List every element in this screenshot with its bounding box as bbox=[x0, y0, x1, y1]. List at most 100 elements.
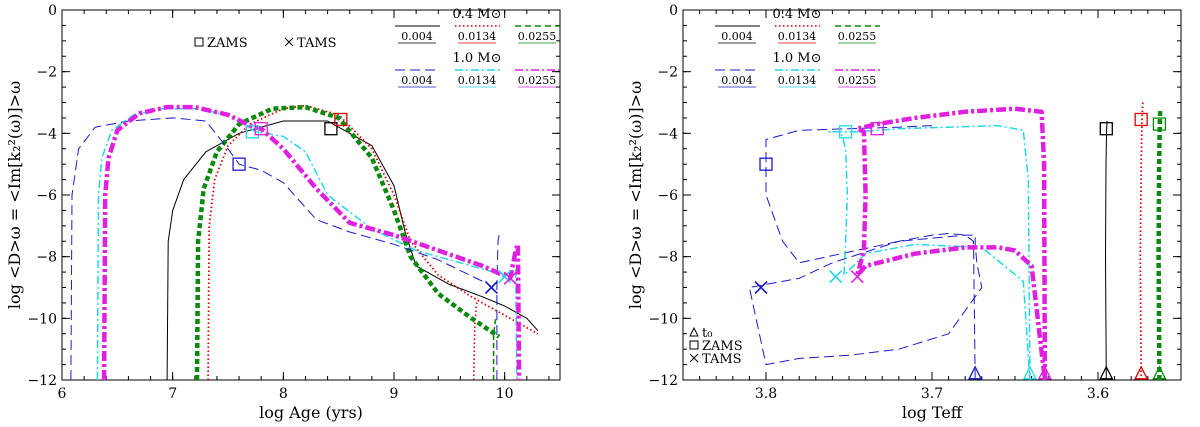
x-tick-label: 3.6 bbox=[1087, 386, 1109, 402]
legend-metallicity-label: 0.004 bbox=[401, 30, 433, 43]
zams-marker bbox=[232, 157, 246, 171]
series-line bbox=[855, 106, 1048, 380]
y-tick-label: −10 bbox=[27, 311, 57, 327]
series-line bbox=[166, 120, 539, 380]
tams-marker bbox=[850, 270, 864, 284]
y-tick-label: −8 bbox=[657, 250, 678, 266]
legend-metallicity-label: 0.0255 bbox=[518, 74, 557, 87]
zams-marker bbox=[334, 112, 348, 127]
zams-marker bbox=[254, 122, 268, 136]
t0-marker bbox=[1037, 365, 1052, 380]
series-line bbox=[1105, 120, 1108, 380]
legend-marker-label: ZAMS bbox=[207, 36, 248, 51]
legend-metallicity-label: 0.004 bbox=[721, 30, 753, 43]
tams-marker bbox=[503, 271, 517, 285]
series-line bbox=[194, 104, 501, 380]
zams-marker bbox=[1099, 122, 1113, 136]
legend-metallicity-label: 0.0134 bbox=[778, 74, 817, 87]
y-tick-label: −12 bbox=[27, 373, 57, 389]
y-tick-label: −2 bbox=[657, 65, 678, 81]
series-branch bbox=[492, 318, 497, 380]
y-tick-label: 0 bbox=[48, 3, 57, 19]
series-group-right bbox=[748, 102, 1163, 380]
ticks-right: 0 −2 −4 −6 −8 −10 −12 3.8 3.7 3.6 bbox=[648, 3, 1182, 402]
y-tick-label: −2 bbox=[36, 65, 57, 81]
legend-marker-label: TAMS bbox=[702, 352, 742, 367]
x-axis-label-right: log Teff bbox=[902, 403, 964, 422]
legend-triangle-marker bbox=[689, 326, 699, 337]
zams-marker bbox=[245, 125, 259, 139]
legend-square-marker bbox=[689, 340, 699, 350]
x-tick-label: 10 bbox=[496, 386, 514, 402]
t0-marker bbox=[1099, 365, 1114, 380]
x-tick-label: 8 bbox=[279, 386, 288, 402]
legend-mass-title: 0.4 M⊙ bbox=[772, 7, 821, 22]
y-tick-label: −6 bbox=[657, 188, 678, 204]
legend-metallicity-label: 0.0134 bbox=[458, 30, 497, 43]
x-tick-label: 3.8 bbox=[755, 386, 777, 402]
zams-marker bbox=[759, 157, 773, 171]
legend-cross-marker bbox=[284, 37, 294, 47]
series-line bbox=[828, 124, 1031, 380]
y-axis-label-left: log <D>ω = <Im[k₂²(ω)]>ω bbox=[5, 81, 24, 309]
markers-group-right bbox=[754, 112, 1167, 380]
zams-marker bbox=[1134, 112, 1148, 127]
y-tick-label: −12 bbox=[648, 373, 678, 389]
y-tick-label: −8 bbox=[36, 250, 57, 266]
series-branch bbox=[496, 235, 500, 380]
tams-marker bbox=[484, 280, 498, 295]
series-line bbox=[96, 107, 518, 380]
panel-left: 0 −2 −4 −6 −8 −10 −126 7 8 9 10 log Age (yrs) log … bbox=[5, 3, 561, 422]
x-tick-label: 7 bbox=[168, 386, 177, 402]
legend-marker-label: ZAMS bbox=[702, 339, 743, 354]
y-tick-label: −4 bbox=[36, 126, 57, 142]
series-line bbox=[207, 104, 539, 380]
legend-square-marker bbox=[194, 37, 204, 47]
legend-left: ZAMS TAMS 0.4 M⊙ 0.004 0.0134 0.0255 1.0 M⊙ 0.0… bbox=[194, 7, 560, 88]
series-line bbox=[101, 104, 522, 380]
legend-mass-title: 0.4 M⊙ bbox=[452, 7, 501, 22]
t0-marker bbox=[1022, 365, 1037, 380]
t0-marker bbox=[1134, 365, 1149, 380]
y-axis-label-right: log <D>ω = <Im[k₂²(ω)]>ω bbox=[626, 81, 645, 309]
ticks-left: 0 −2 −4 −6 −8 −10 −126 7 8 9 10 bbox=[27, 3, 560, 402]
series-line bbox=[70, 117, 483, 380]
y-tick-label: −10 bbox=[648, 311, 678, 327]
x-tick-label: 6 bbox=[58, 386, 67, 402]
tams-marker bbox=[754, 280, 768, 295]
tams-marker bbox=[829, 270, 843, 284]
zams-marker bbox=[839, 125, 853, 139]
series-branch bbox=[472, 299, 478, 380]
legend-mass-title: 1.0 M⊙ bbox=[452, 51, 501, 66]
t0-marker bbox=[1152, 365, 1167, 380]
y-tick-label: −6 bbox=[36, 188, 57, 204]
legend-marker-label: TAMS bbox=[297, 36, 337, 51]
zams-marker bbox=[324, 122, 338, 136]
series-line bbox=[1156, 108, 1163, 380]
legend-metallicity-label: 0.0255 bbox=[838, 30, 877, 43]
legend-cross-marker bbox=[689, 353, 699, 363]
t0-marker bbox=[968, 365, 983, 380]
legend-metallicity-label: 0.0255 bbox=[838, 74, 877, 87]
legend-metallicity-label: 0.0134 bbox=[778, 30, 817, 43]
legend-metallicity-label: 0.0134 bbox=[458, 74, 497, 87]
series-line bbox=[1139, 102, 1144, 380]
legend-metallicity-label: 0.004 bbox=[401, 74, 433, 87]
legend-marker-label: t₀ bbox=[702, 326, 712, 341]
zams-marker bbox=[1152, 117, 1167, 131]
zams-marker bbox=[870, 122, 884, 136]
x-axis-label-left: log Age (yrs) bbox=[259, 403, 363, 422]
x-tick-label: 9 bbox=[390, 386, 399, 402]
x-tick-label: 3.7 bbox=[921, 386, 943, 402]
markers-group-left bbox=[232, 112, 517, 295]
panel-right: 0 −2 −4 −6 −8 −10 −12 3.8 3.7 3.6 log Teff log <D… bbox=[626, 3, 1182, 422]
legend-metallicity-label: 0.004 bbox=[721, 74, 753, 87]
series-line bbox=[748, 125, 983, 380]
legend-metallicity-label: 0.0255 bbox=[518, 30, 557, 43]
y-tick-label: 0 bbox=[669, 3, 678, 19]
y-tick-label: −4 bbox=[657, 126, 678, 142]
legend-mass-title: 1.0 M⊙ bbox=[772, 51, 821, 66]
series-group-left bbox=[70, 104, 539, 380]
